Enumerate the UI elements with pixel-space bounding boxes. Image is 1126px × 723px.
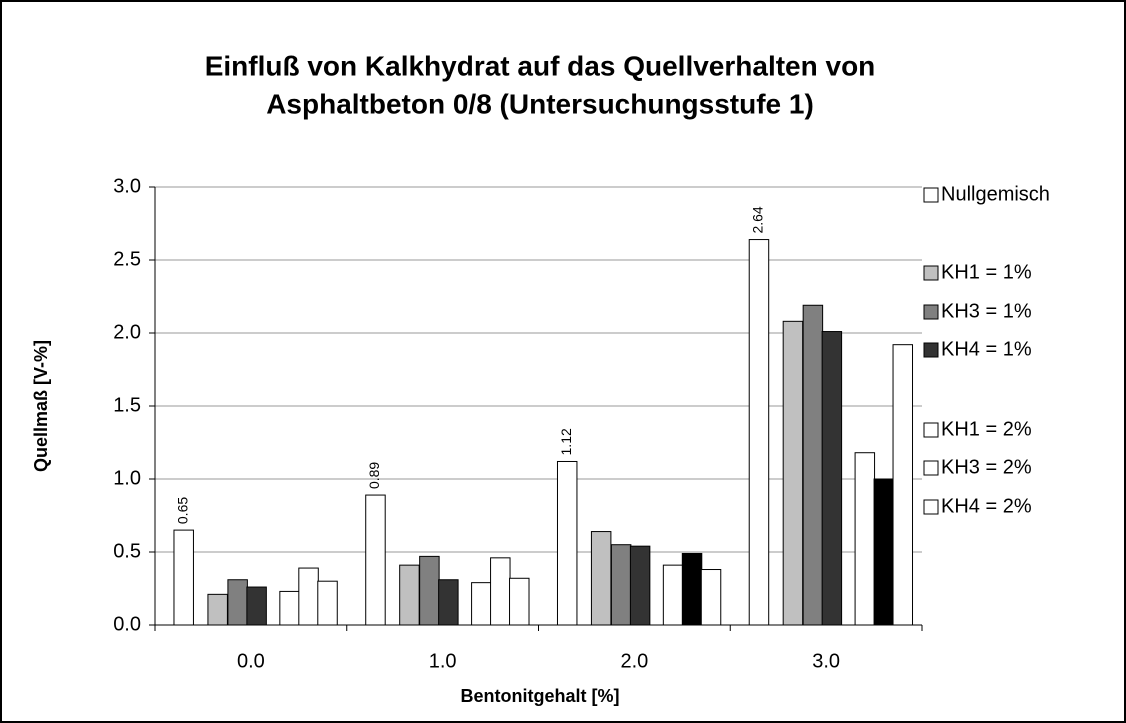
bar [298, 567, 319, 626]
bar [509, 577, 530, 626]
legend-label: Nullgemisch [941, 183, 1050, 205]
bar [892, 344, 914, 626]
data-label: 0.65 [174, 497, 190, 524]
legend-swatch [923, 265, 939, 281]
x-tick-label: 3.0 [812, 650, 840, 672]
legend-swatch [923, 422, 939, 438]
data-label: 0.89 [366, 462, 382, 489]
x-tick-label: 1.0 [429, 650, 457, 672]
bar [438, 579, 459, 626]
y-axis-label: Quellmaß [V-%] [31, 340, 51, 472]
bar [748, 239, 770, 626]
legend-swatch [923, 304, 939, 320]
bar [590, 531, 612, 626]
chart-title: Asphaltbeton 0/8 (Untersuchungsstufe 1) [266, 88, 814, 119]
y-tick-label: 1.0 [113, 467, 141, 489]
bar [802, 304, 824, 626]
x-axis-label: Bentonitgehalt [%] [461, 686, 620, 706]
bar [246, 586, 267, 626]
x-tick-label: 2.0 [620, 650, 648, 672]
y-tick-label: 3.0 [113, 175, 141, 197]
bar [873, 478, 895, 626]
bar [700, 569, 722, 626]
legend-label: KH1 = 1% [941, 261, 1032, 283]
legend-label: KH4 = 1% [941, 338, 1032, 360]
y-tick-label: 1.5 [113, 394, 141, 416]
bar [662, 564, 684, 626]
legend-swatch [923, 187, 939, 203]
legend-label: KH4 = 2% [941, 495, 1032, 517]
y-tick-label: 2.5 [113, 248, 141, 270]
bar [782, 320, 804, 626]
legend-label: KH3 = 1% [941, 300, 1032, 322]
legend-swatch [923, 460, 939, 476]
bar [490, 557, 511, 626]
y-tick-label: 0.5 [113, 540, 141, 562]
bar [279, 590, 300, 626]
bar [681, 552, 703, 626]
bar [317, 580, 338, 626]
bar [173, 529, 194, 626]
data-label: 2.64 [750, 206, 766, 233]
legend-label: KH1 = 2% [941, 418, 1032, 440]
bar [556, 460, 578, 626]
x-tick-label: 0.0 [237, 650, 265, 672]
data-label: 1.12 [558, 428, 574, 455]
bar [821, 331, 843, 626]
legend-label: KH3 = 2% [941, 456, 1032, 478]
y-tick-label: 0.0 [113, 613, 141, 635]
bar [227, 579, 248, 626]
bar [207, 593, 228, 626]
bar [419, 555, 440, 626]
y-tick-label: 2.0 [113, 321, 141, 343]
bar [854, 452, 876, 626]
bar [610, 544, 632, 626]
chart-title: Einfluß von Kalkhydrat auf das Quellverh… [205, 50, 876, 81]
bar [471, 582, 492, 626]
legend-swatch [923, 499, 939, 515]
bar [399, 564, 420, 626]
bar [365, 494, 386, 626]
legend-swatch [923, 342, 939, 358]
bar [629, 545, 651, 626]
